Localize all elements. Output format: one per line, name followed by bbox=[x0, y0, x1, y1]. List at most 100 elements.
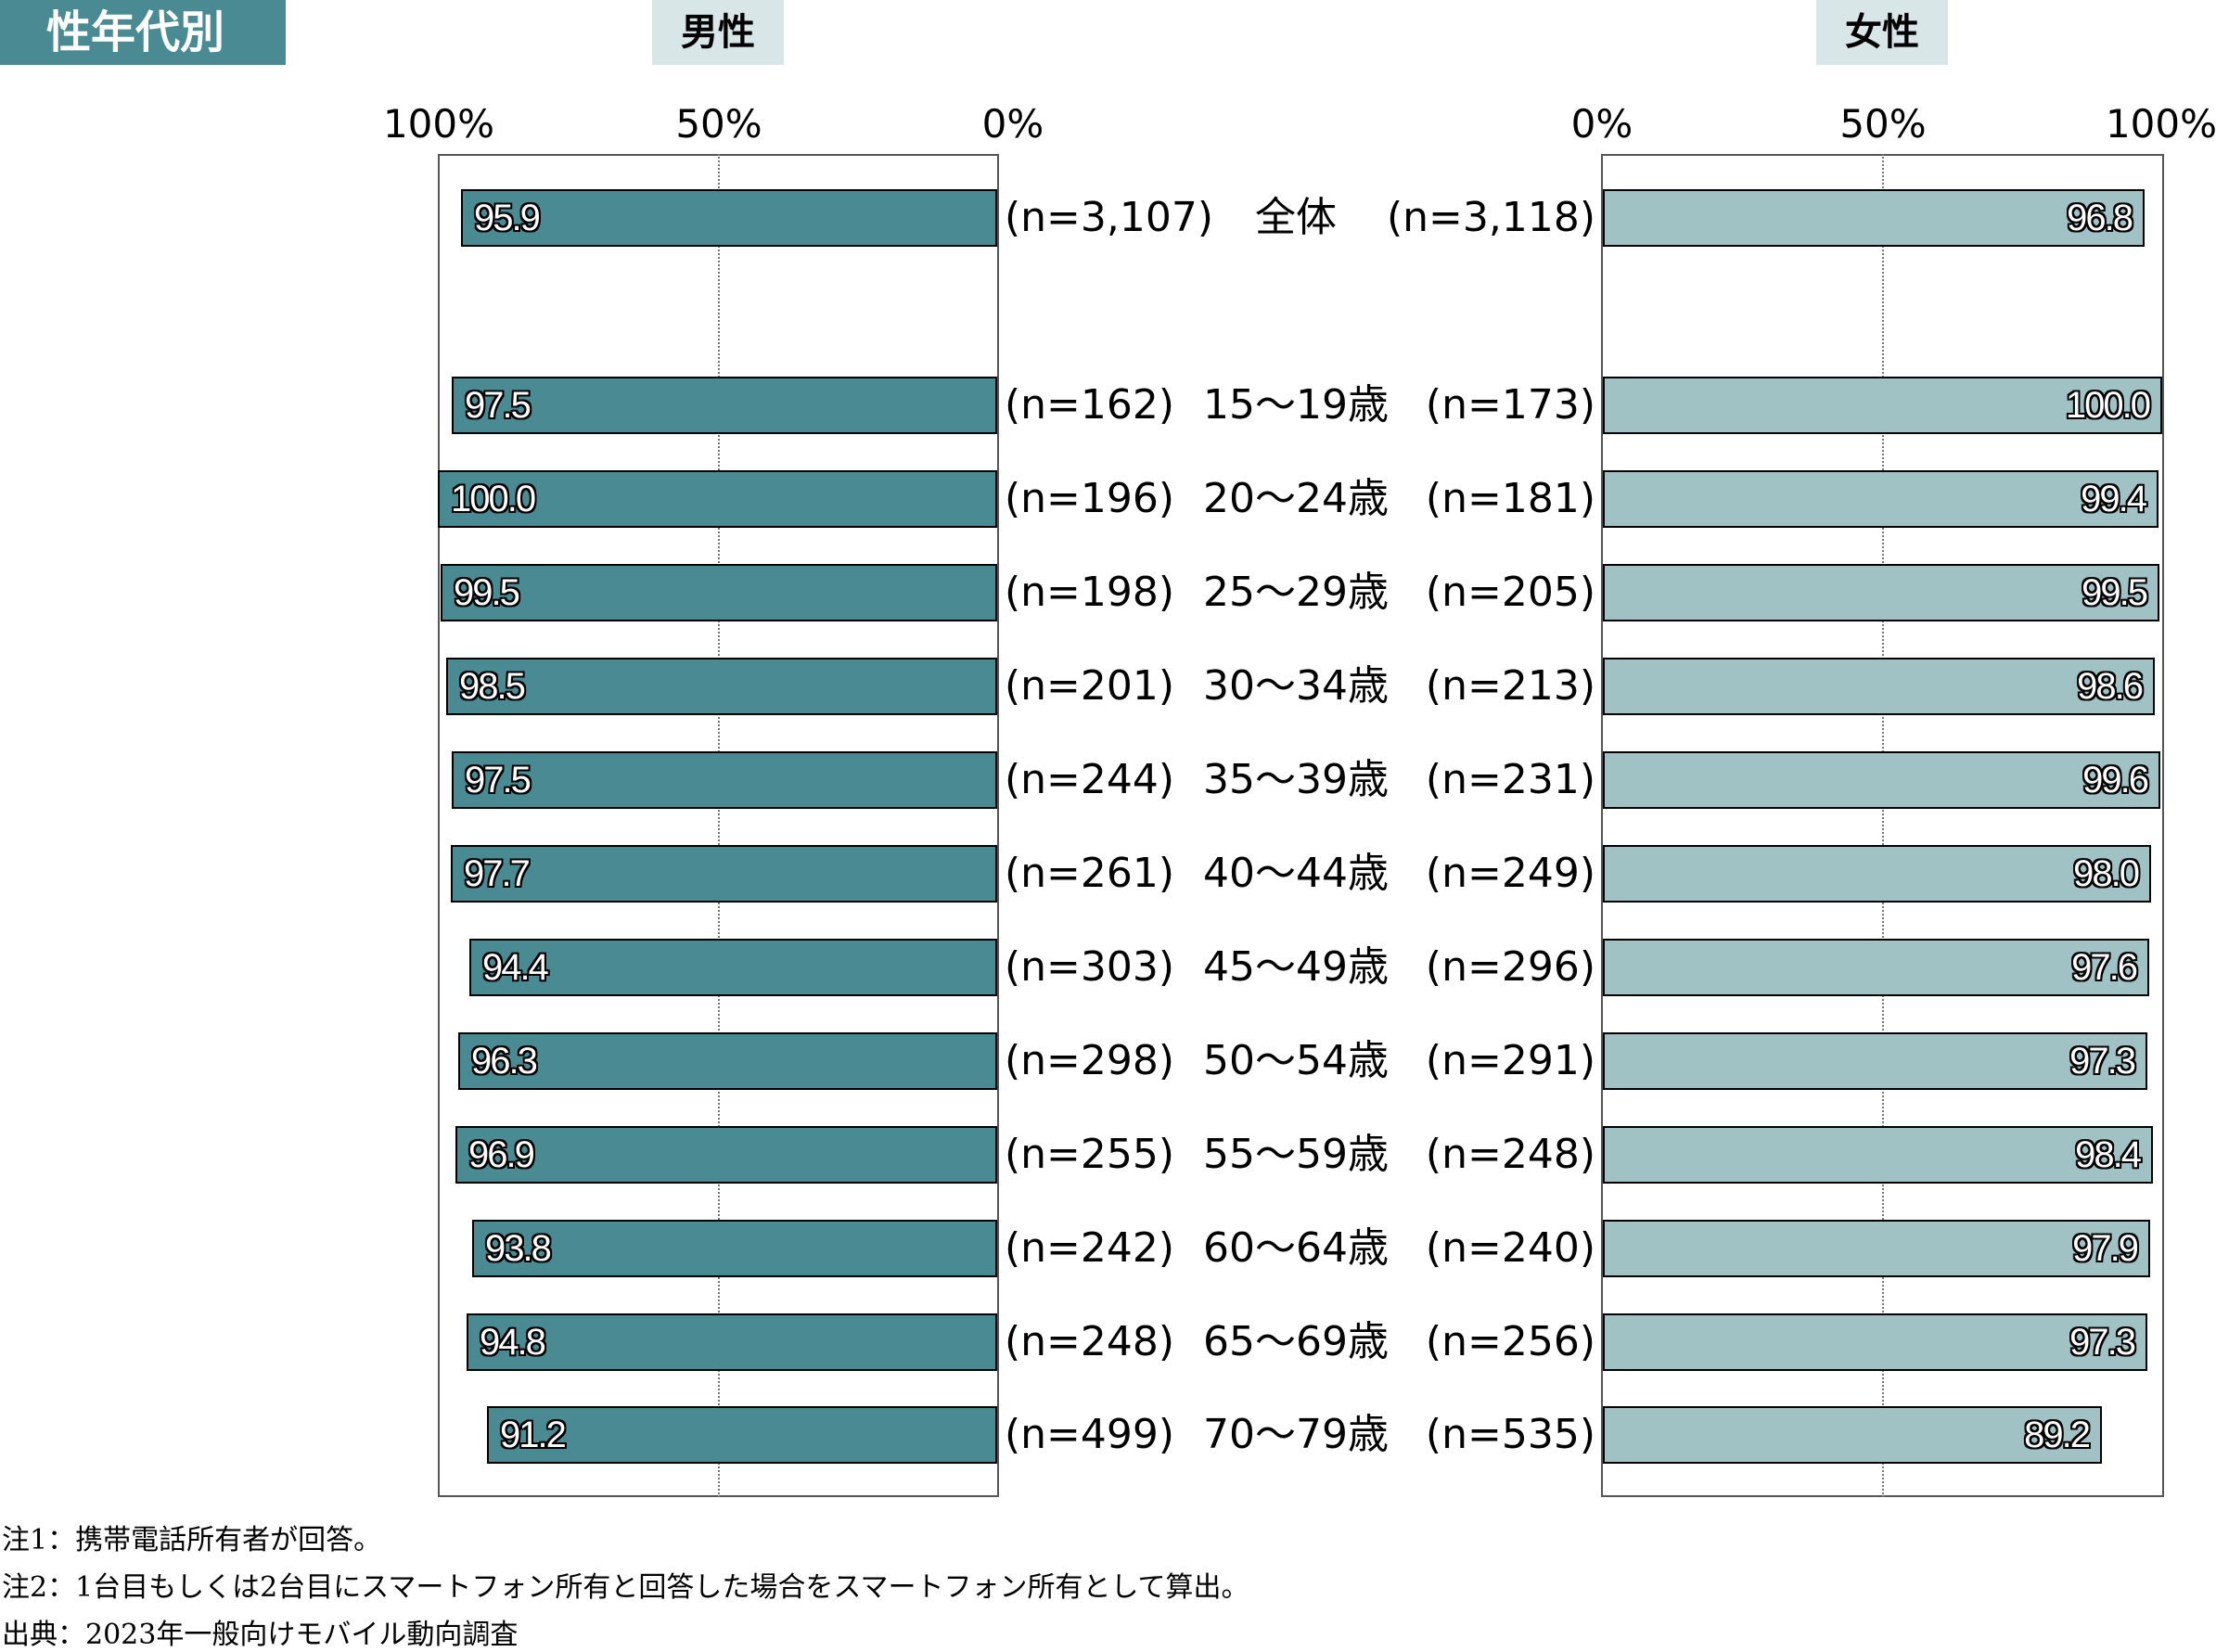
male-panel-label: 男性 bbox=[652, 0, 784, 65]
female-sample-size: (n=173) bbox=[1425, 381, 1595, 429]
category-label: 50〜54歳 bbox=[1203, 1037, 1389, 1084]
female-sample-size: (n=181) bbox=[1425, 475, 1595, 522]
female-bar: 89.2 bbox=[1603, 1406, 2102, 1464]
male-sample-size: (n=303) bbox=[1005, 943, 1175, 991]
male-value-label: 98.5 bbox=[459, 666, 526, 707]
category-label: 70〜79歳 bbox=[1203, 1411, 1389, 1458]
male-sample-size: (n=242) bbox=[1005, 1224, 1175, 1272]
female-value-label: 97.3 bbox=[2069, 1041, 2136, 1082]
male-axis-tick-100: 100% bbox=[382, 101, 495, 147]
male-sample-size: (n=261) bbox=[1005, 850, 1175, 897]
female-sample-size: (n=291) bbox=[1425, 1037, 1595, 1084]
male-bar: 95.9 bbox=[461, 189, 997, 247]
male-value-label: 94.8 bbox=[480, 1322, 546, 1363]
male-value-label: 100.0 bbox=[451, 479, 536, 519]
category-label: 40〜44歳 bbox=[1203, 850, 1389, 897]
category-label: 60〜64歳 bbox=[1203, 1224, 1389, 1272]
note-1: 注1：携帯電話所有者が回答。 bbox=[2, 1524, 382, 1556]
female-bar: 96.8 bbox=[1603, 189, 2145, 247]
female-sample-size: (n=249) bbox=[1425, 850, 1595, 897]
male-bar: 98.5 bbox=[446, 658, 997, 715]
male-sample-size: (n=298) bbox=[1005, 1037, 1175, 1084]
male-value-label: 97.5 bbox=[465, 385, 532, 426]
source-note: 出典：2023年一般向けモバイル動向調査 bbox=[2, 1619, 519, 1651]
male-gridline-50 bbox=[718, 154, 720, 1497]
male-bar: 91.2 bbox=[487, 1406, 997, 1464]
female-bar: 98.6 bbox=[1603, 658, 2155, 715]
male-value-label: 97.5 bbox=[465, 760, 532, 800]
female-value-label: 97.9 bbox=[2072, 1228, 2139, 1269]
female-bar: 97.3 bbox=[1603, 1032, 2147, 1090]
section-title: 性年代別 bbox=[0, 0, 286, 65]
female-sample-size: (n=205) bbox=[1425, 569, 1595, 616]
female-value-label: 98.0 bbox=[2073, 853, 2140, 894]
male-value-label: 99.5 bbox=[454, 572, 520, 613]
male-sample-size: (n=201) bbox=[1005, 662, 1175, 710]
male-value-label: 93.8 bbox=[485, 1228, 552, 1269]
male-sample-size: (n=196) bbox=[1005, 475, 1175, 522]
category-label: 45〜49歳 bbox=[1203, 943, 1389, 991]
male-bar: 96.9 bbox=[455, 1126, 997, 1184]
note-2: 注2：1台目もしくは2台目にスマートフォン所有と回答した場合をスマートフォン所有… bbox=[2, 1571, 1249, 1604]
female-sample-size: (n=240) bbox=[1425, 1224, 1595, 1272]
female-bar: 97.9 bbox=[1603, 1220, 2150, 1277]
male-axis-tick-50: 50% bbox=[675, 101, 762, 147]
category-label: 25〜29歳 bbox=[1203, 569, 1389, 616]
male-bar: 94.8 bbox=[467, 1313, 997, 1371]
female-bar: 99.5 bbox=[1603, 564, 2159, 621]
female-value-label: 98.6 bbox=[2077, 666, 2144, 707]
male-value-label: 97.7 bbox=[464, 853, 531, 894]
male-sample-size: (n=255) bbox=[1005, 1131, 1175, 1178]
female-value-label: 99.6 bbox=[2082, 760, 2149, 800]
female-bar: 100.0 bbox=[1603, 377, 2162, 434]
female-bar: 99.4 bbox=[1603, 470, 2158, 528]
category-label: 55〜59歳 bbox=[1203, 1131, 1389, 1178]
male-bar: 96.3 bbox=[458, 1032, 997, 1090]
male-sample-size: (n=3,107) bbox=[1005, 194, 1214, 241]
category-label: 35〜39歳 bbox=[1203, 756, 1389, 803]
category-label: 20〜24歳 bbox=[1203, 475, 1389, 522]
female-value-label: 96.8 bbox=[2067, 198, 2133, 238]
female-bar: 98.0 bbox=[1603, 845, 2151, 903]
male-bar: 97.7 bbox=[451, 845, 997, 903]
male-bar: 97.5 bbox=[452, 751, 997, 809]
female-axis-tick-100: 100% bbox=[2105, 101, 2216, 147]
male-sample-size: (n=248) bbox=[1005, 1318, 1175, 1365]
male-bar: 93.8 bbox=[472, 1220, 997, 1277]
female-sample-size: (n=535) bbox=[1425, 1411, 1595, 1458]
female-axis-tick-50: 50% bbox=[1839, 101, 1927, 147]
female-sample-size: (n=231) bbox=[1425, 756, 1595, 803]
male-sample-size: (n=499) bbox=[1005, 1411, 1175, 1458]
male-bar: 94.4 bbox=[469, 939, 997, 996]
male-sample-size: (n=162) bbox=[1005, 381, 1175, 429]
female-panel-label: 女性 bbox=[1816, 0, 1948, 65]
category-label: 30〜34歳 bbox=[1203, 662, 1389, 710]
female-bar: 99.6 bbox=[1603, 751, 2160, 809]
male-axis-tick-0: 0% bbox=[981, 101, 1044, 147]
female-axis-tick-0: 0% bbox=[1570, 101, 1633, 147]
female-sample-size: (n=248) bbox=[1425, 1131, 1595, 1178]
female-value-label: 99.4 bbox=[2081, 479, 2147, 519]
female-gridline-50 bbox=[1882, 154, 1884, 1497]
female-value-label: 97.6 bbox=[2071, 947, 2138, 988]
male-bar: 97.5 bbox=[452, 377, 997, 434]
male-sample-size: (n=244) bbox=[1005, 756, 1175, 803]
category-label: 全体 bbox=[1255, 194, 1337, 241]
female-value-label: 89.2 bbox=[2024, 1415, 2091, 1455]
female-value-label: 98.4 bbox=[2075, 1134, 2142, 1175]
male-value-label: 96.3 bbox=[471, 1041, 538, 1082]
male-bar: 100.0 bbox=[438, 470, 997, 528]
female-value-label: 99.5 bbox=[2082, 572, 2148, 613]
male-sample-size: (n=198) bbox=[1005, 569, 1175, 616]
female-bar: 98.4 bbox=[1603, 1126, 2153, 1184]
female-sample-size: (n=213) bbox=[1425, 662, 1595, 710]
female-sample-size: (n=3,118) bbox=[1386, 194, 1595, 241]
category-label: 65〜69歳 bbox=[1203, 1318, 1389, 1365]
male-value-label: 96.9 bbox=[468, 1134, 535, 1175]
female-bar: 97.6 bbox=[1603, 939, 2149, 996]
female-value-label: 97.3 bbox=[2069, 1322, 2136, 1363]
female-value-label: 100.0 bbox=[2065, 385, 2151, 426]
female-bar: 97.3 bbox=[1603, 1313, 2147, 1371]
male-bar: 99.5 bbox=[441, 564, 997, 621]
male-value-label: 95.9 bbox=[474, 198, 541, 238]
